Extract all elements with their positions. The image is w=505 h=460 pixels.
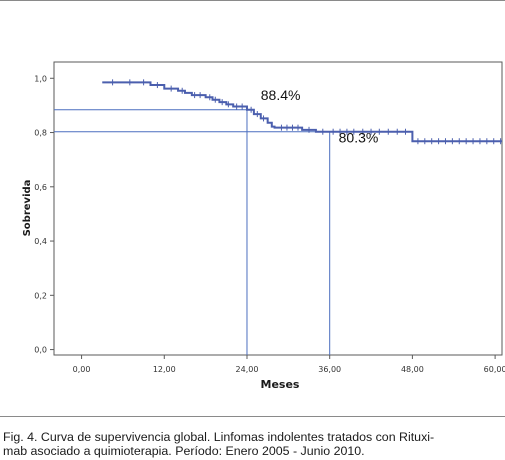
caption-rule	[0, 416, 505, 417]
figure-caption: Fig. 4. Curva de supervivencia global. L…	[3, 430, 503, 458]
percentage-annotation: 88.4%	[261, 87, 301, 103]
y-axis-ticks: 0,0 0,2 0,4 0,6 0,8 1,0	[34, 74, 54, 355]
y-tick-label: 0,0	[34, 346, 47, 355]
x-tick-label: 24,00	[236, 365, 259, 374]
y-tick-label: 0,4	[34, 237, 47, 246]
x-tick-label: 12,00	[153, 365, 176, 374]
y-tick-label: 1,0	[34, 74, 47, 83]
y-tick-label: 0,8	[34, 129, 47, 138]
x-tick-label: 48,00	[401, 365, 424, 374]
x-axis-label: Meses	[261, 378, 300, 391]
survival-chart: 0,00 12,00 24,00 36,00 48,00 60,00 0,00,20,40…	[22, 61, 505, 391]
y-axis-label: Sobrevida	[22, 180, 33, 237]
x-tick-label: 0,00	[73, 365, 91, 374]
survival-step-line	[102, 81, 502, 143]
y-tick-label: 0,6	[34, 183, 47, 192]
percentage-annotation: 80.3%	[339, 129, 379, 145]
survival-curve	[102, 81, 502, 143]
top-rule	[0, 0, 505, 1]
caption-line-2: mab asociado a quimioterapia. Período: E…	[3, 444, 365, 458]
plot-frame	[53, 61, 503, 356]
x-tick-label: 36,00	[318, 365, 341, 374]
reference-lines	[54, 109, 331, 355]
x-axis-ticks: 0,00 12,00 24,00 36,00 48,00 60,00	[73, 355, 505, 374]
caption-line-1: Fig. 4. Curva de supervivencia global. L…	[3, 430, 435, 444]
annotations: 88.4% 80.3%	[261, 87, 379, 145]
x-tick-label: 60,00	[484, 365, 505, 374]
plot-area	[53, 61, 503, 356]
censor-marks	[112, 79, 502, 145]
y-tick-label: 0,2	[34, 291, 47, 300]
